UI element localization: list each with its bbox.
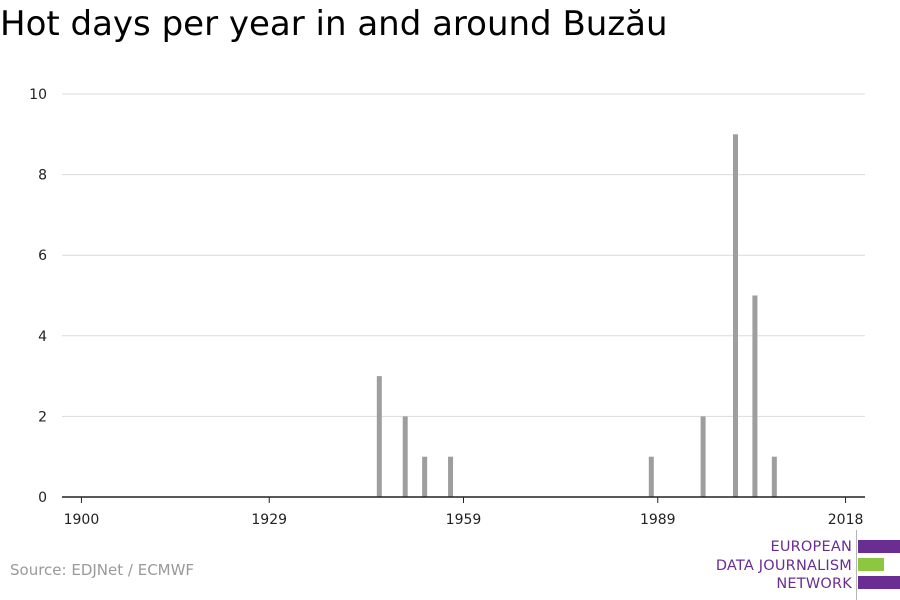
edjnet-logo: EUROPEAN DATA JOURNALISM NETWORK xyxy=(700,530,900,600)
axes xyxy=(62,496,865,503)
logo-text-line: NETWORK xyxy=(776,576,852,592)
logo-text-line: DATA JOURNALISM xyxy=(715,558,852,574)
y-tick-label: 0 xyxy=(38,490,47,506)
bar xyxy=(402,416,408,497)
x-tick-label: 2018 xyxy=(828,512,864,528)
logo-bar-icon xyxy=(858,558,884,571)
gridlines xyxy=(62,93,865,417)
y-tick-label: 4 xyxy=(38,329,47,345)
bar xyxy=(700,416,706,497)
y-tick-label: 8 xyxy=(38,168,47,184)
bar xyxy=(422,456,428,497)
x-tick-label: 1900 xyxy=(64,512,100,528)
bar xyxy=(732,134,738,498)
logo-text-line: EUROPEAN xyxy=(770,539,852,555)
tick-labels: 0 2 4 6 8 10 1900 1929 1959 1989 2018 xyxy=(29,87,863,528)
bars xyxy=(376,134,777,498)
logo-divider xyxy=(856,530,857,600)
bar xyxy=(771,456,777,497)
logo-bar-icon xyxy=(858,576,900,589)
y-tick-label: 10 xyxy=(29,87,47,103)
x-tick-label: 1989 xyxy=(640,512,676,528)
chart-title: Hot days per year in and around Buzău xyxy=(0,4,668,44)
bar xyxy=(648,456,654,497)
bar xyxy=(448,456,454,497)
bar xyxy=(376,376,382,497)
x-tick-label: 1929 xyxy=(251,512,287,528)
y-tick-label: 2 xyxy=(38,409,47,425)
logo-bar-icon xyxy=(858,540,900,553)
x-tick-label: 1959 xyxy=(446,512,482,528)
y-tick-label: 6 xyxy=(38,248,47,264)
bar xyxy=(752,295,758,497)
source-note: Source: EDJNet / ECMWF xyxy=(10,561,195,579)
